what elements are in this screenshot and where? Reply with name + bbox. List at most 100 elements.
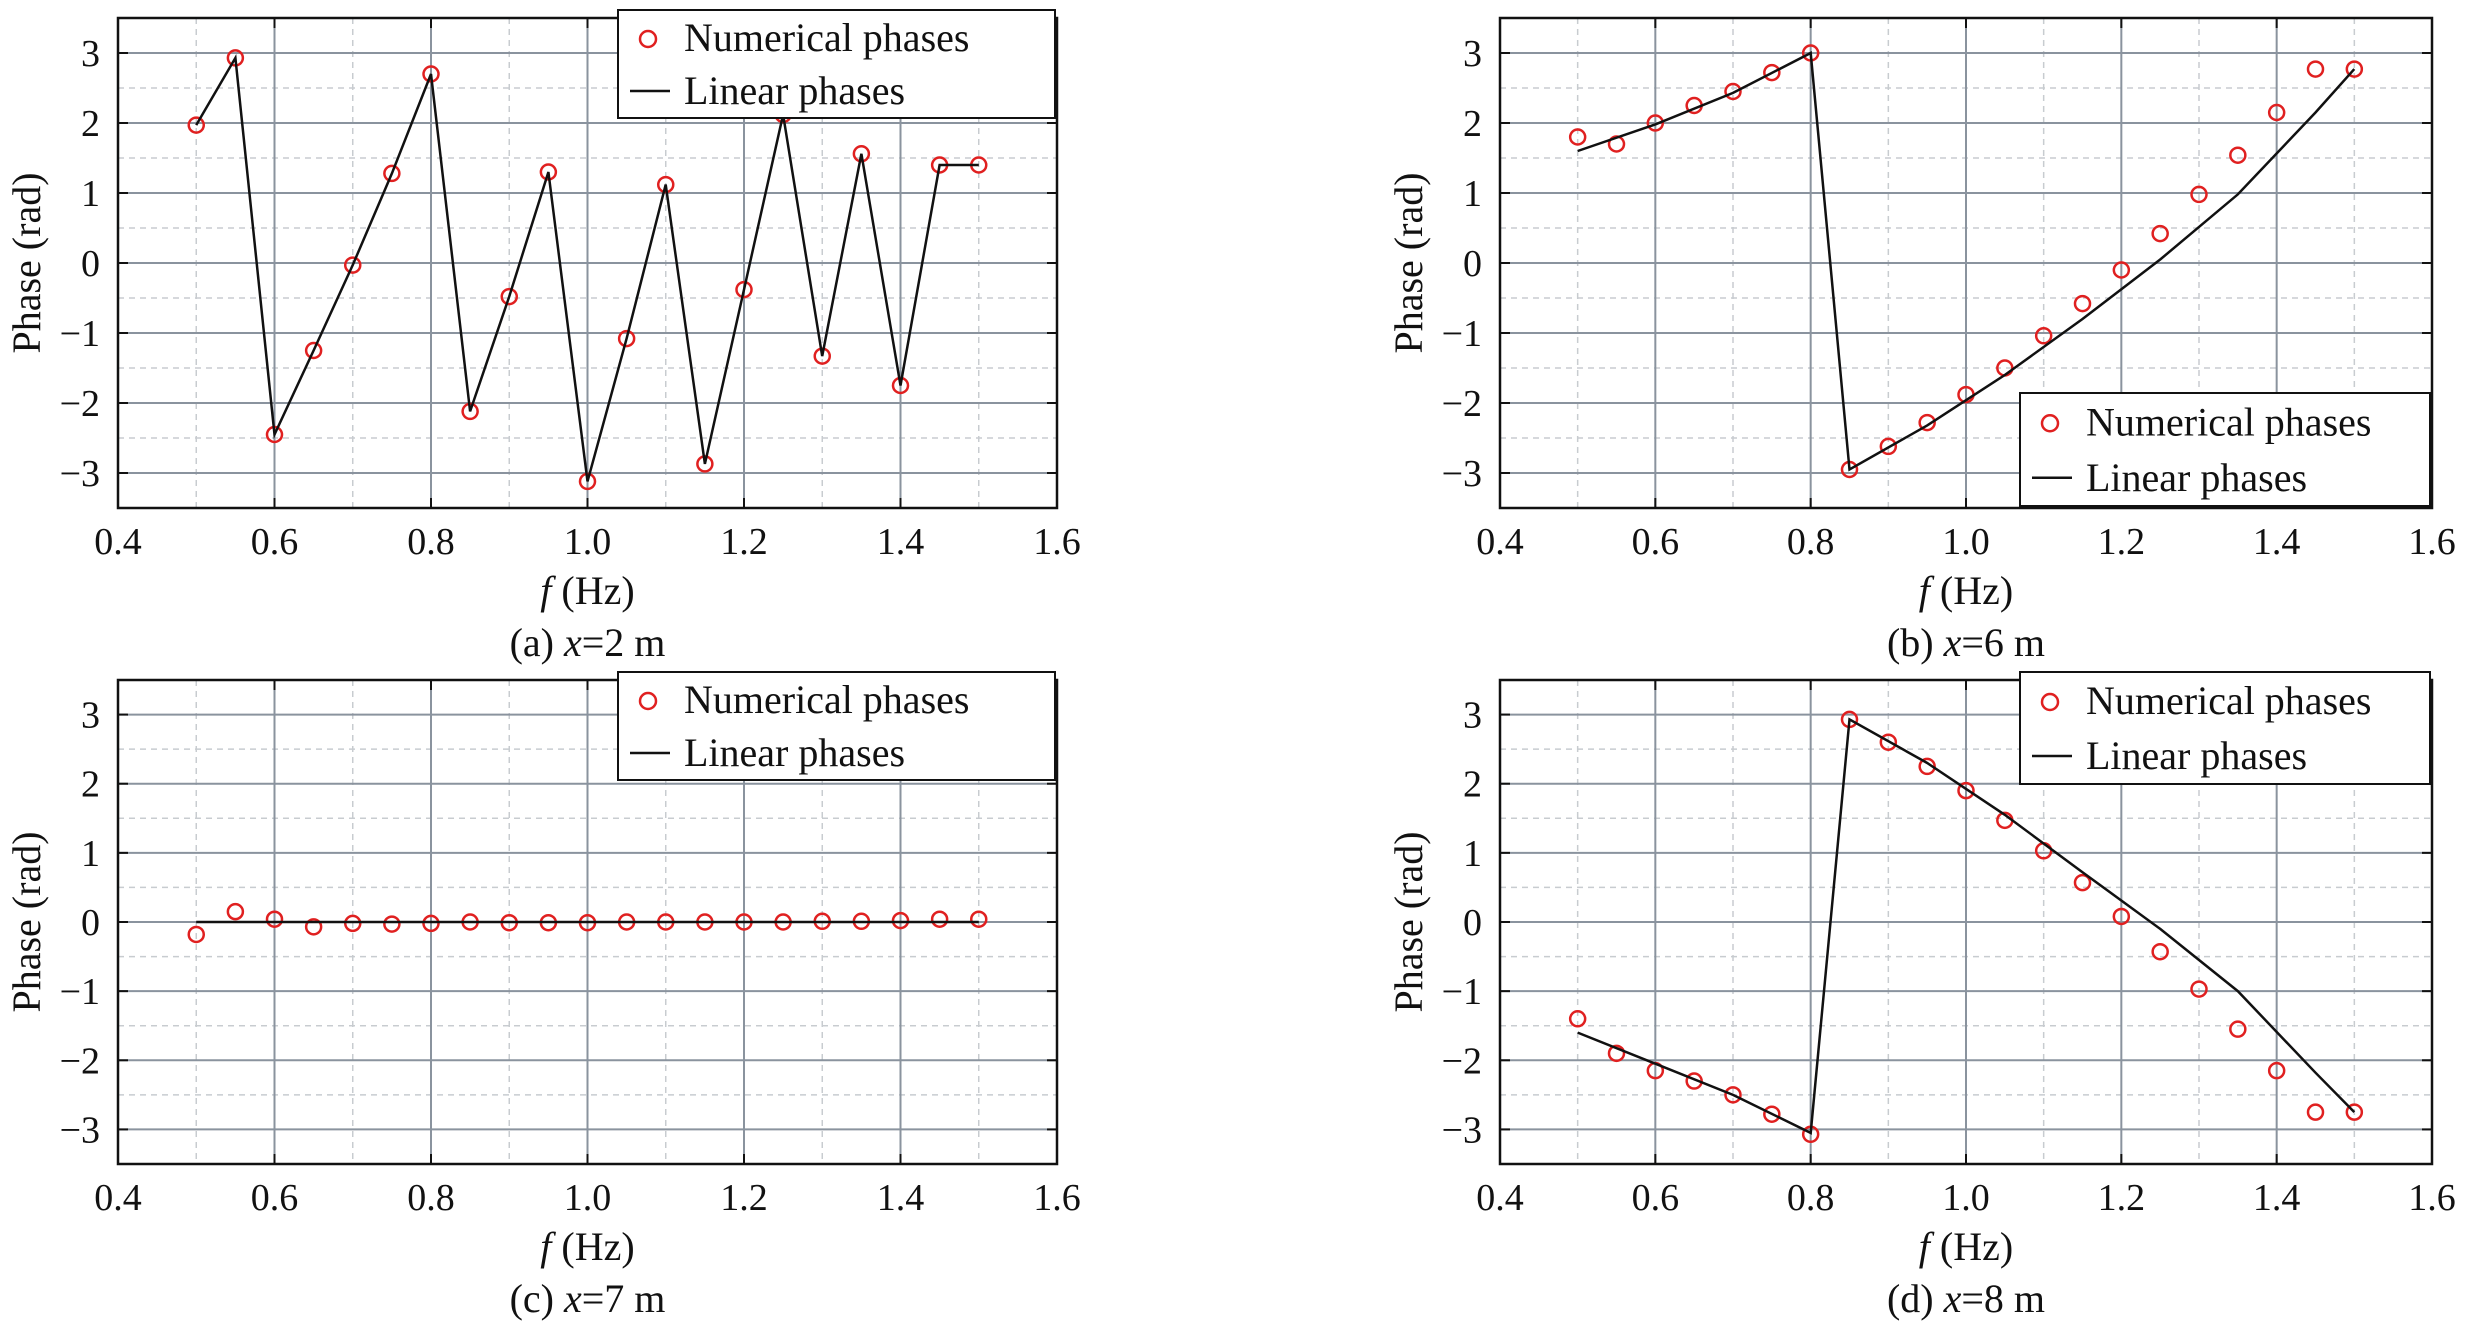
y-tick-label: −3 <box>1442 453 1482 495</box>
numerical-phase-point <box>2345 1103 2364 1121</box>
numerical-phase-point <box>383 915 401 933</box>
legend-box <box>617 671 1056 781</box>
numerical-phase-point <box>735 280 753 299</box>
legend-box <box>2019 392 2431 507</box>
linear-phase-line <box>1577 717 2356 1135</box>
legend-box <box>2019 671 2431 785</box>
numerical-phase-point <box>1568 1010 1587 1028</box>
chart-panel-d: 0.4 0.6 0.8 1.0 1.2 1.4 1.6 −3 −2 −1 0 1 2 3 f (Hz) Pha… <box>1386 671 2456 1321</box>
x-tick-label: 0.6 <box>251 521 299 563</box>
legend-label-linear: Linear phases <box>684 730 905 775</box>
legend-marker-numerical <box>638 691 658 711</box>
x-tick-label: 1.6 <box>2408 1177 2456 1219</box>
legend: Numerical phases Linear phases <box>617 671 1056 781</box>
legend-marker-numerical <box>2040 692 2060 712</box>
x-tick-label: 0.6 <box>251 1177 299 1219</box>
caption-var: x <box>1943 1276 1962 1321</box>
x-tick-label: 0.8 <box>407 521 455 563</box>
numerical-phase-point <box>2151 224 2169 243</box>
x-tick-label: 1.4 <box>2253 521 2301 563</box>
numerical-phase-point <box>2151 942 2169 961</box>
numerical-phase-point <box>852 145 871 163</box>
numerical-phase-point <box>1724 82 1742 101</box>
numerical-phase-point <box>1763 1105 1781 1123</box>
legend: Numerical phases Linear phases <box>2019 671 2431 785</box>
numerical-phase-point <box>2112 907 2131 926</box>
numerical-phase-point <box>2229 1020 2247 1038</box>
numerical-phase-point <box>2190 185 2208 204</box>
numerical-phase-point <box>304 918 323 936</box>
y-tick-label: 3 <box>1463 695 1482 737</box>
chart-panel-c: 0.4 0.6 0.8 1.0 1.2 1.4 1.6 −3 −2 −1 0 1 2 3 f (Hz) Pha… <box>4 671 1081 1321</box>
x-axis-label-unit: (Hz) <box>1930 1224 2013 1269</box>
numerical-phase-point <box>422 914 440 933</box>
y-tick-label: −1 <box>1442 313 1482 355</box>
numerical-phase-point <box>1724 1086 1742 1104</box>
numerical-phase-point <box>891 911 910 930</box>
legend-label-linear: Linear phases <box>2086 455 2307 500</box>
caption-rest: =7 m <box>582 1276 666 1321</box>
legend-marker-numerical <box>2040 414 2060 433</box>
numerical-phase-point <box>500 287 518 306</box>
numerical-phase-point <box>2345 60 2364 78</box>
numerical-phase-point <box>2267 103 2286 122</box>
x-tick-label: 0.8 <box>1787 521 1835 563</box>
panel-caption: (b) x=6 m <box>1887 620 2045 665</box>
numerical-phase-point <box>1879 733 1898 751</box>
caption-prefix: (b) <box>1887 620 1944 665</box>
numerical-phase-point <box>2112 261 2131 279</box>
numerical-phase-point <box>617 329 636 348</box>
y-tick-label: 1 <box>1463 173 1482 215</box>
legend: Numerical phases Linear phases <box>617 9 1056 119</box>
numerical-phase-point <box>383 164 401 183</box>
y-tick-label: −1 <box>1442 971 1482 1013</box>
x-axis-label: f (Hz) <box>540 1224 634 1269</box>
y-tick-label: 2 <box>81 764 100 806</box>
y-tick-label: −3 <box>1442 1109 1482 1151</box>
x-tick-label: 0.4 <box>1476 1177 1524 1219</box>
numerical-phase-point <box>1957 781 1975 800</box>
panel-caption: (d) x=8 m <box>1887 1276 2045 1321</box>
x-tick-label: 1.6 <box>1033 521 1081 563</box>
numerical-phase-point <box>265 910 284 928</box>
numerical-phase-point <box>187 925 205 944</box>
numerical-phase-point <box>226 902 245 921</box>
linear-phase-line <box>1577 51 2356 472</box>
y-tick-label: −2 <box>60 1040 100 1082</box>
y-tick-label: 2 <box>1463 764 1482 806</box>
numerical-phase-point <box>2267 1061 2286 1080</box>
x-tick-label: 1.2 <box>720 1177 768 1219</box>
x-axis-label-unit: (Hz) <box>551 568 634 613</box>
numerical-phase-point <box>2229 146 2247 164</box>
numerical-phase-point <box>304 341 323 360</box>
caption-rest: =6 m <box>1961 620 2045 665</box>
caption-rest: =8 m <box>1961 1276 2045 1321</box>
x-tick-label: 0.4 <box>94 1177 142 1219</box>
y-tick-label: −2 <box>1442 1040 1482 1082</box>
y-tick-label: 1 <box>81 833 100 875</box>
y-tick-label: 1 <box>81 173 100 215</box>
legend-marker-numerical <box>638 29 658 49</box>
y-tick-label: −3 <box>60 1109 100 1151</box>
caption-prefix: (a) <box>510 620 564 665</box>
y-tick-label: 2 <box>81 103 100 145</box>
x-tick-label: 1.4 <box>877 1177 925 1219</box>
x-tick-label: 1.0 <box>564 1177 612 1219</box>
y-axis-label: Phase (rad) <box>1386 831 1431 1012</box>
numerical-phase-point <box>344 914 362 933</box>
legend-label-linear: Linear phases <box>2086 733 2307 778</box>
x-tick-label: 0.4 <box>94 521 142 563</box>
numerical-phase-point <box>1607 1044 1626 1063</box>
y-tick-label: −3 <box>60 453 100 495</box>
x-tick-label: 1.0 <box>1942 1177 1990 1219</box>
x-tick-label: 1.2 <box>720 521 768 563</box>
numerical-phase-point <box>1918 757 1936 776</box>
y-tick-label: 0 <box>1463 243 1482 285</box>
x-tick-label: 1.6 <box>1033 1177 1081 1219</box>
x-tick-label: 0.4 <box>1476 521 1524 563</box>
x-tick-label: 1.4 <box>877 521 925 563</box>
y-tick-label: 3 <box>81 33 100 75</box>
numerical-phase-point <box>187 116 205 134</box>
caption-var: x <box>1943 620 1962 665</box>
